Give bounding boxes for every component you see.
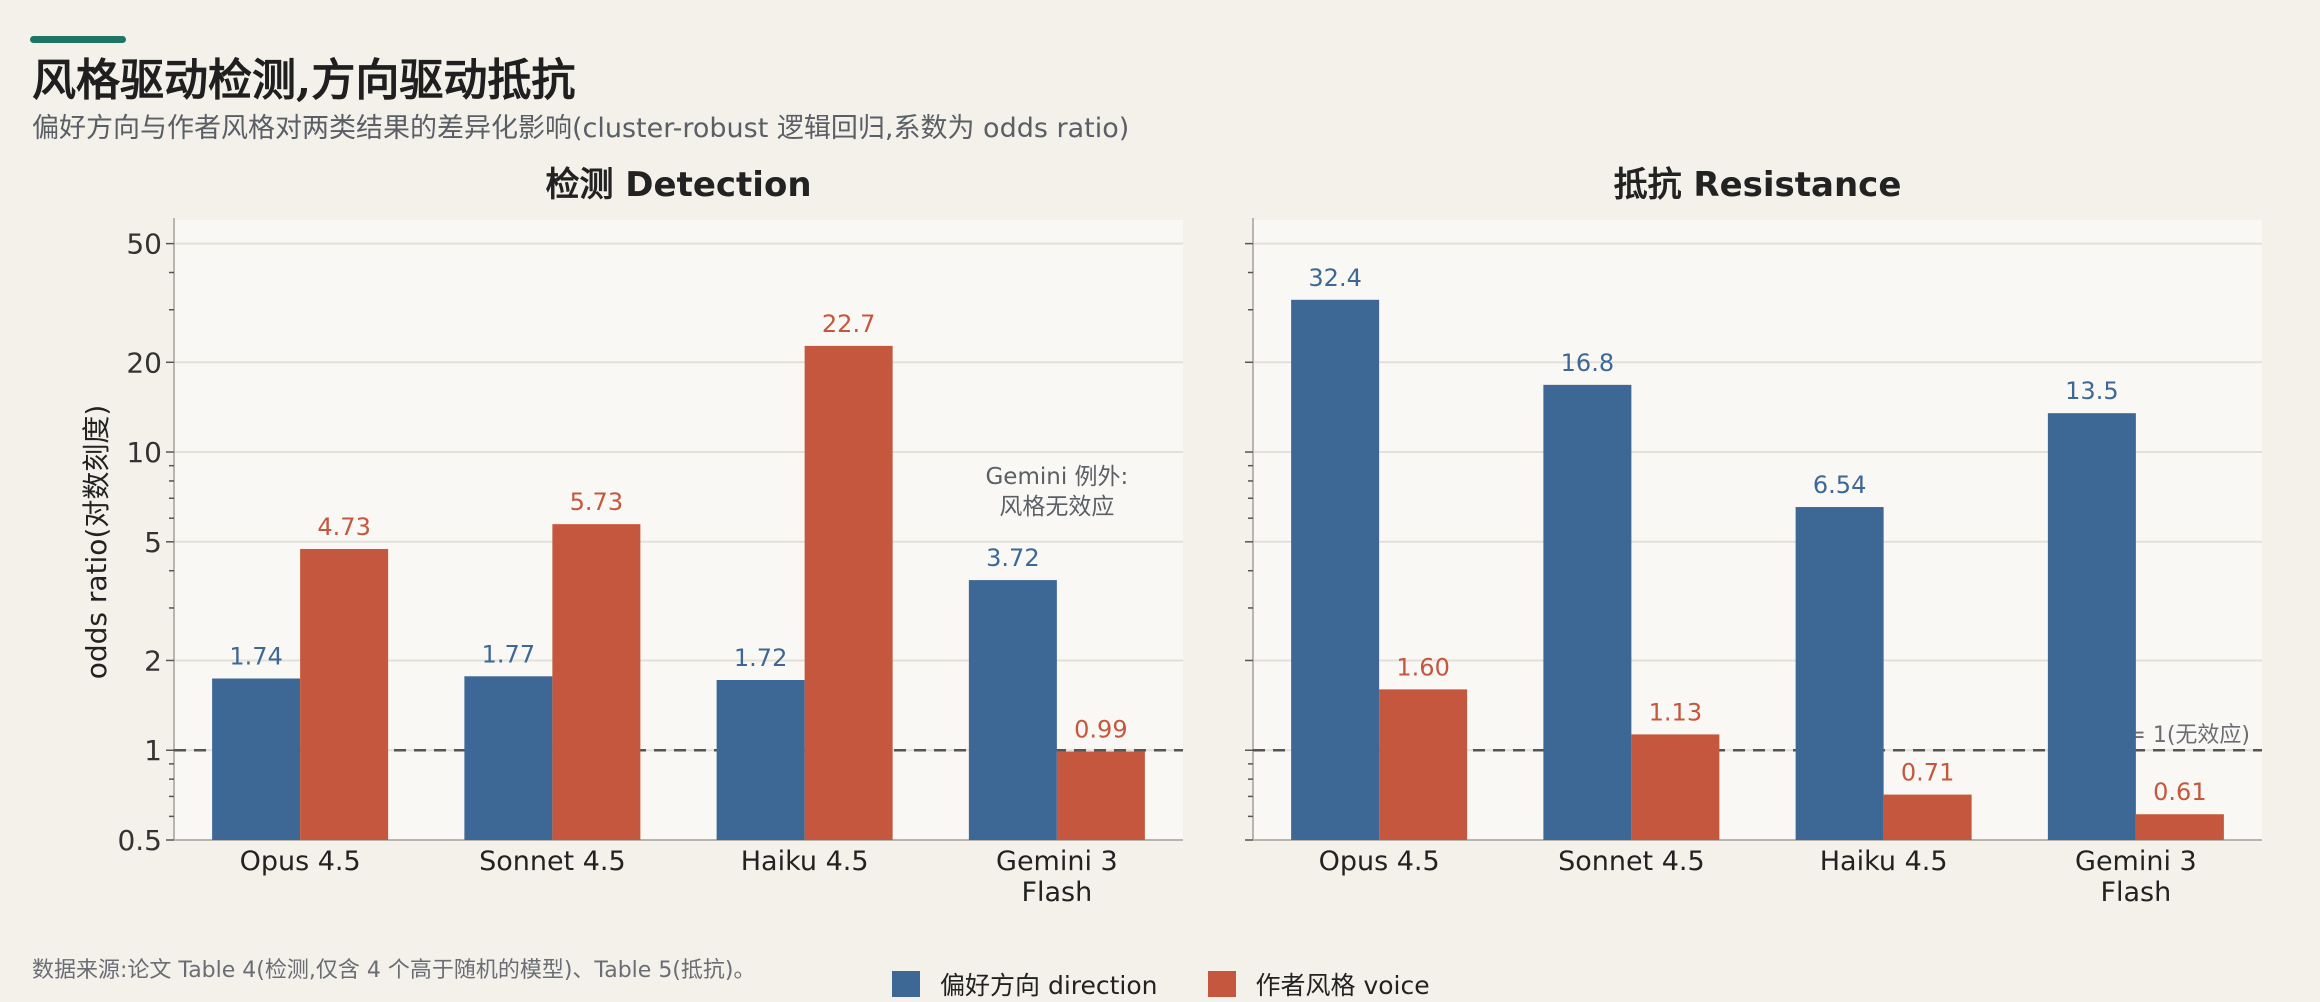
detection-bar-direction <box>968 580 1057 840</box>
detection-y-tick-label: 5 <box>144 526 162 559</box>
legend-label-direction: 偏好方向 direction <box>940 971 1158 1000</box>
detection-data-label-direction: 1.72 <box>734 644 787 672</box>
detection-data-label-voice: 5.73 <box>570 488 623 516</box>
detection-x-tick-label: Flash <box>1021 877 1092 908</box>
legend-item-voice: 作者风格 voice <box>1207 966 1430 1002</box>
resistance-panel-title: 抵抗 Resistance <box>1614 165 1902 205</box>
resistance-bar-direction <box>1795 507 1884 840</box>
detection-bar-voice <box>804 345 893 840</box>
resistance-data-label-direction: 32.4 <box>1308 264 1361 292</box>
detection-data-label-voice: 0.99 <box>1074 716 1127 744</box>
resistance-x-tick-label: Opus 4.5 <box>1319 846 1440 877</box>
detection-y-tick-label: 50 <box>126 228 162 261</box>
source-note: 数据来源:论文 Table 4(检测,仅含 4 个高于随机的模型)、Table … <box>32 958 756 983</box>
resistance-data-label-voice: 0.71 <box>1901 759 1954 787</box>
resistance-data-label-voice: 0.61 <box>2153 778 2206 806</box>
resistance-data-label-direction: 16.8 <box>1561 349 1614 377</box>
detection-y-tick-label: 2 <box>144 644 162 677</box>
detection-data-label-voice: 22.7 <box>822 310 875 338</box>
detection-x-tick-label: Sonnet 4.5 <box>479 846 626 877</box>
detection-data-label-direction: 1.74 <box>229 643 282 671</box>
detection-x-tick-label: Opus 4.5 <box>240 846 361 877</box>
page-title: 风格驱动检测,方向驱动抵抗 <box>32 55 576 106</box>
resistance-data-label-voice: 1.60 <box>1396 653 1449 681</box>
detection-data-label-direction: 1.77 <box>482 640 535 668</box>
detection-y-tick-label: 10 <box>126 436 162 469</box>
detection-bar-direction <box>212 678 301 840</box>
detection-y-tick-label: 20 <box>126 346 162 379</box>
resistance-bar-voice <box>2135 814 2224 840</box>
resistance-data-label-direction: 6.54 <box>1813 471 1866 499</box>
legend-swatch-voice <box>1207 971 1236 997</box>
detection-annotation: 风格无效应 <box>999 494 1114 520</box>
legend-item-direction: 偏好方向 direction <box>892 966 1158 1002</box>
resistance-bar-direction <box>1543 384 1632 840</box>
detection-y-tick-label: 1 <box>144 734 162 767</box>
page-subtitle: 偏好方向与作者风格对两类结果的差异化影响(cluster-robust 逻辑回归… <box>32 113 1130 144</box>
detection-annotation: Gemini 例外: <box>985 464 1128 490</box>
legend-swatch-direction <box>892 971 920 997</box>
detection-y-axis-label: odds ratio(对数刻度) <box>80 405 113 680</box>
resistance-data-label-direction: 13.5 <box>2065 377 2118 405</box>
resistance-x-tick-label: Sonnet 4.5 <box>1558 846 1705 877</box>
title-accent-bar <box>30 36 126 43</box>
resistance-bar-voice <box>1631 734 1720 840</box>
resistance-bar-direction <box>1291 299 1380 840</box>
resistance-x-tick-label: Haiku 4.5 <box>1820 846 1948 877</box>
detection-bar-voice <box>1056 751 1145 840</box>
detection-bar-voice <box>552 524 641 840</box>
legend: 偏好方向 direction 作者风格 voice <box>892 968 1480 1000</box>
resistance-bar-direction <box>2047 413 2136 840</box>
resistance-bar-voice <box>1883 794 1972 840</box>
resistance-data-label-voice: 1.13 <box>1649 698 1702 726</box>
detection-bar-direction <box>464 676 553 840</box>
detection-data-label-voice: 4.73 <box>317 513 370 541</box>
detection-bar-direction <box>716 680 805 840</box>
detection-panel-title: 检测 Detection <box>545 165 811 205</box>
detection-x-tick-label: Gemini 3 <box>996 846 1118 877</box>
resistance-bar-voice <box>1379 689 1468 840</box>
detection-x-tick-label: Haiku 4.5 <box>741 846 869 877</box>
resistance-x-tick-label: Flash <box>2100 877 2171 908</box>
legend-label-voice: 作者风格 voice <box>1255 971 1430 1000</box>
detection-data-label-direction: 3.72 <box>986 544 1039 572</box>
resistance-x-tick-label: Gemini 3 <box>2075 846 2197 877</box>
detection-y-tick-label: 0.5 <box>117 824 162 857</box>
detection-bar-voice <box>300 548 389 840</box>
